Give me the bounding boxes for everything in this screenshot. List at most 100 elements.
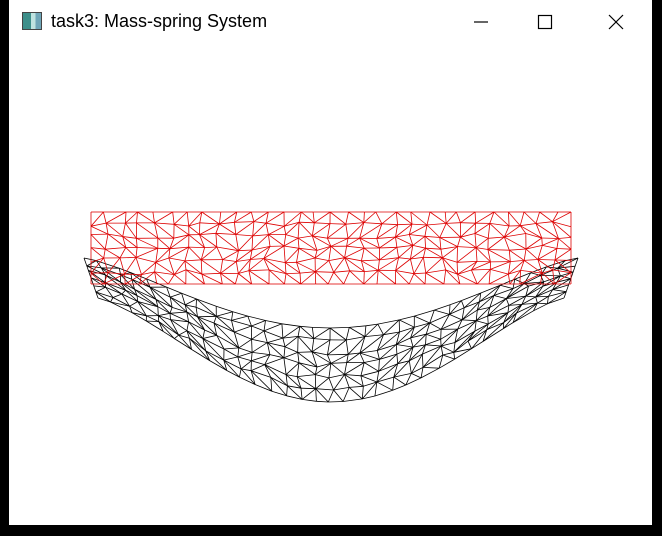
spring-edge bbox=[475, 310, 478, 321]
spring-edge bbox=[344, 362, 365, 375]
spring-edge bbox=[408, 346, 414, 361]
spring-edge bbox=[105, 247, 126, 250]
spring-edge bbox=[250, 364, 265, 372]
spring-edge bbox=[508, 211, 521, 226]
spring-edge bbox=[234, 325, 252, 333]
spring-edge bbox=[395, 257, 399, 271]
spring-edge bbox=[169, 307, 173, 314]
minimize-button[interactable] bbox=[461, 6, 501, 38]
spring-edge bbox=[487, 223, 491, 239]
spring-edge bbox=[205, 350, 211, 361]
spring-edge bbox=[487, 305, 510, 317]
spring-edge bbox=[426, 223, 447, 226]
spring-edge bbox=[124, 257, 137, 275]
spring-edge bbox=[86, 265, 102, 269]
spring-edge bbox=[461, 307, 465, 320]
spring-edge bbox=[525, 248, 539, 260]
spring-edge bbox=[361, 381, 378, 400]
spring-edge bbox=[486, 322, 504, 331]
spring-edge bbox=[552, 221, 559, 239]
spring-edge bbox=[253, 211, 269, 222]
spring-edge bbox=[442, 257, 447, 271]
spring-edge bbox=[552, 259, 556, 270]
spring-edge bbox=[453, 352, 456, 360]
spring-edge bbox=[364, 269, 379, 272]
spring-edge bbox=[265, 223, 269, 235]
spring-edge bbox=[170, 296, 186, 306]
spring-edge bbox=[537, 259, 553, 271]
spring-edge bbox=[547, 297, 565, 305]
spring-edge bbox=[155, 262, 175, 275]
close-button[interactable] bbox=[596, 6, 636, 38]
spring-edge bbox=[107, 233, 127, 248]
spring-edge bbox=[269, 269, 287, 274]
spring-edge bbox=[471, 261, 491, 271]
spring-edge bbox=[263, 323, 283, 332]
spring-edge bbox=[408, 223, 413, 235]
spring-edge bbox=[516, 302, 538, 314]
spring-edge bbox=[493, 284, 501, 296]
spring-edge bbox=[409, 234, 425, 237]
spring-edge bbox=[445, 269, 458, 275]
spring-edge bbox=[216, 335, 225, 350]
spring-edge bbox=[169, 311, 187, 314]
spring-edge bbox=[508, 250, 511, 262]
spring-edge bbox=[103, 249, 106, 259]
spring-edge bbox=[346, 245, 365, 249]
spring-edge bbox=[223, 348, 238, 358]
spring-edge bbox=[314, 211, 331, 224]
spring-edge bbox=[557, 265, 576, 269]
spring-edge bbox=[443, 269, 447, 285]
spring-edge bbox=[453, 330, 476, 353]
spring-edge bbox=[383, 331, 400, 336]
spring-edge bbox=[328, 363, 332, 378]
spring-edge bbox=[216, 305, 233, 313]
spring-edge bbox=[540, 275, 561, 277]
spring-edge bbox=[454, 348, 472, 360]
simulation-canvas[interactable] bbox=[9, 44, 652, 525]
title-bar[interactable]: task3: Mass-spring System bbox=[9, 0, 652, 44]
spring-edge bbox=[169, 234, 190, 250]
spring-edge bbox=[202, 338, 207, 351]
spring-edge bbox=[216, 315, 235, 333]
spring-edge bbox=[155, 299, 173, 308]
spring-edge bbox=[488, 312, 509, 325]
spring-edge bbox=[119, 257, 125, 275]
spring-edge bbox=[205, 350, 224, 361]
spring-edge bbox=[129, 306, 133, 313]
spring-edge bbox=[490, 261, 511, 270]
maximize-button[interactable] bbox=[525, 6, 565, 38]
spring-edge bbox=[467, 340, 472, 349]
spring-edge bbox=[146, 320, 164, 332]
spring-edge bbox=[442, 246, 458, 259]
spring-edge bbox=[263, 330, 284, 339]
spring-edge bbox=[541, 237, 559, 239]
spring-edge bbox=[265, 211, 269, 224]
spring-edge bbox=[399, 315, 415, 321]
spring-edge bbox=[251, 325, 265, 332]
spring-edge bbox=[359, 237, 380, 249]
spring-edge bbox=[90, 234, 106, 250]
spring-edge bbox=[282, 325, 301, 339]
spring-edge bbox=[424, 235, 442, 250]
spring-edge bbox=[345, 222, 364, 225]
spring-edge bbox=[311, 351, 328, 356]
spring-edge bbox=[457, 246, 477, 248]
spring-edge bbox=[137, 301, 158, 308]
spring-edge bbox=[249, 249, 253, 260]
spring-edge bbox=[154, 211, 173, 224]
spring-edge bbox=[509, 249, 525, 261]
spring-edge bbox=[525, 295, 536, 298]
spring-edge bbox=[171, 307, 187, 313]
spring-edge bbox=[297, 222, 300, 239]
spring-edge bbox=[395, 270, 414, 275]
spring-edge bbox=[454, 320, 477, 343]
spring-edge bbox=[283, 211, 302, 227]
spring-edge bbox=[412, 245, 426, 249]
spring-edge bbox=[105, 274, 126, 291]
spring-edge bbox=[155, 299, 171, 314]
spring-edge bbox=[554, 248, 572, 261]
spring-edge bbox=[508, 270, 521, 275]
spring-edge bbox=[426, 211, 431, 226]
spring-edge bbox=[399, 319, 415, 328]
